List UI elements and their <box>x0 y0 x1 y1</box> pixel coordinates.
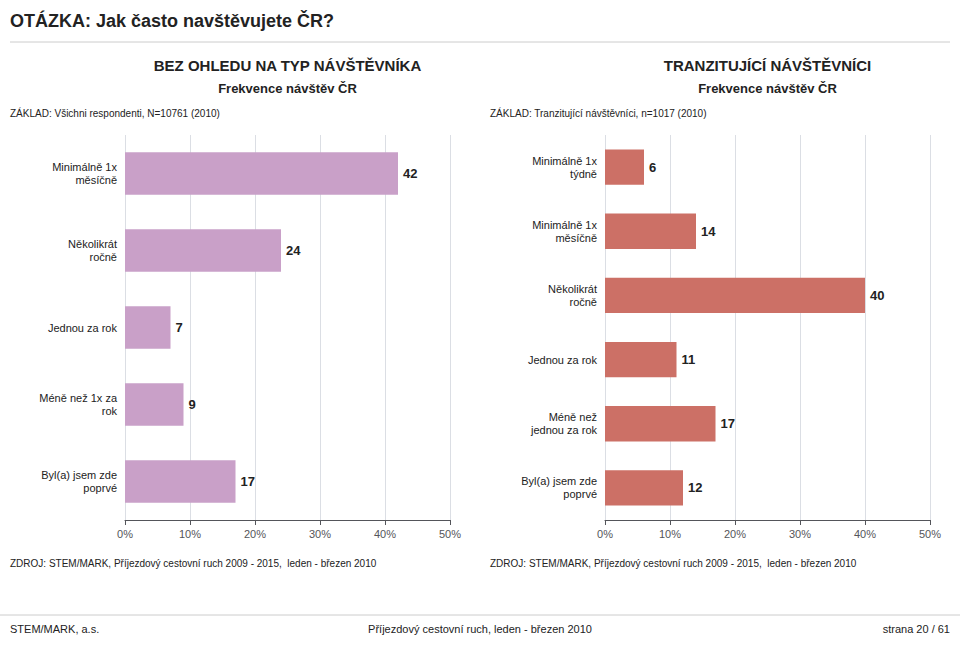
svg-text:týdně: týdně <box>570 168 597 180</box>
svg-text:TRANZITUJÍCÍ NÁVŠTĚVNÍCI: TRANZITUJÍCÍ NÁVŠTĚVNÍCI <box>664 57 872 74</box>
svg-text:měsíčně: měsíčně <box>75 174 117 186</box>
svg-text:poprvé: poprvé <box>83 482 117 494</box>
svg-text:strana 20 / 61: strana 20 / 61 <box>883 623 950 635</box>
svg-text:17: 17 <box>241 474 255 489</box>
svg-text:Byl(a) jsem zde: Byl(a) jsem zde <box>41 469 117 481</box>
svg-text:14: 14 <box>701 224 716 239</box>
svg-text:Jednou za rok: Jednou za rok <box>528 354 598 366</box>
svg-text:Jednou za rok: Jednou za rok <box>48 322 118 334</box>
svg-text:11: 11 <box>682 352 696 367</box>
svg-text:ZÁKLAD: Tranzitující návštěvní: ZÁKLAD: Tranzitující návštěvníci, n=1017… <box>490 107 707 119</box>
svg-text:Méně než 1x za: Méně než 1x za <box>39 392 118 404</box>
svg-text:6: 6 <box>649 160 656 175</box>
svg-text:Minimálně 1x: Minimálně 1x <box>52 161 117 173</box>
svg-text:40: 40 <box>870 288 884 303</box>
svg-text:50%: 50% <box>439 528 461 540</box>
svg-text:Méně než: Méně než <box>549 411 597 423</box>
svg-text:30%: 30% <box>309 528 331 540</box>
svg-text:STEM/MARK, a.s.: STEM/MARK, a.s. <box>10 623 99 635</box>
svg-text:poprvé: poprvé <box>563 488 597 500</box>
svg-text:Minimálně 1x: Minimálně 1x <box>532 155 597 167</box>
svg-text:12: 12 <box>688 480 702 495</box>
svg-text:10%: 10% <box>179 528 201 540</box>
svg-text:jednou za rok: jednou za rok <box>530 424 598 436</box>
svg-text:ZDROJ: STEM/MARK, Příjezdový c: ZDROJ: STEM/MARK, Příjezdový cestovní ru… <box>10 558 377 569</box>
svg-text:Několikrát: Několikrát <box>548 283 597 295</box>
svg-text:24: 24 <box>286 243 301 258</box>
svg-text:42: 42 <box>403 166 417 181</box>
svg-text:BEZ OHLEDU NA TYP NÁVŠTĚVNÍKA: BEZ OHLEDU NA TYP NÁVŠTĚVNÍKA <box>154 57 422 74</box>
svg-text:40%: 40% <box>374 528 396 540</box>
svg-text:7: 7 <box>176 320 183 335</box>
svg-text:Frekvence návštěv ČR: Frekvence návštěv ČR <box>698 81 837 96</box>
svg-text:20%: 20% <box>244 528 266 540</box>
svg-text:rok: rok <box>102 405 118 417</box>
svg-text:10%: 10% <box>659 528 681 540</box>
svg-text:17: 17 <box>721 416 735 431</box>
svg-text:50%: 50% <box>919 528 941 540</box>
svg-text:ZÁKLAD: Všichni respondenti, N: ZÁKLAD: Všichni respondenti, N=10761 (20… <box>10 107 220 119</box>
svg-text:0%: 0% <box>117 528 133 540</box>
svg-text:ročně: ročně <box>569 296 597 308</box>
svg-text:Příjezdový cestovní ruch, lede: Příjezdový cestovní ruch, leden - březen… <box>368 623 592 635</box>
svg-text:9: 9 <box>189 397 196 412</box>
svg-text:30%: 30% <box>789 528 811 540</box>
svg-text:měsíčně: měsíčně <box>555 232 597 244</box>
svg-text:Frekvence návštěv ČR: Frekvence návštěv ČR <box>218 81 357 96</box>
svg-text:0%: 0% <box>597 528 613 540</box>
svg-text:20%: 20% <box>724 528 746 540</box>
svg-text:OTÁZKA: Jak často navštěvujete: OTÁZKA: Jak často navštěvujete ČR? <box>10 10 334 31</box>
svg-text:Minimálně 1x: Minimálně 1x <box>532 219 597 231</box>
svg-text:Několikrát: Několikrát <box>68 238 117 250</box>
svg-text:ZDROJ: STEM/MARK, Příjezdový c: ZDROJ: STEM/MARK, Příjezdový cestovní ru… <box>490 558 857 569</box>
svg-text:40%: 40% <box>854 528 876 540</box>
svg-text:Byl(a) jsem zde: Byl(a) jsem zde <box>521 475 597 487</box>
svg-text:ročně: ročně <box>89 251 117 263</box>
